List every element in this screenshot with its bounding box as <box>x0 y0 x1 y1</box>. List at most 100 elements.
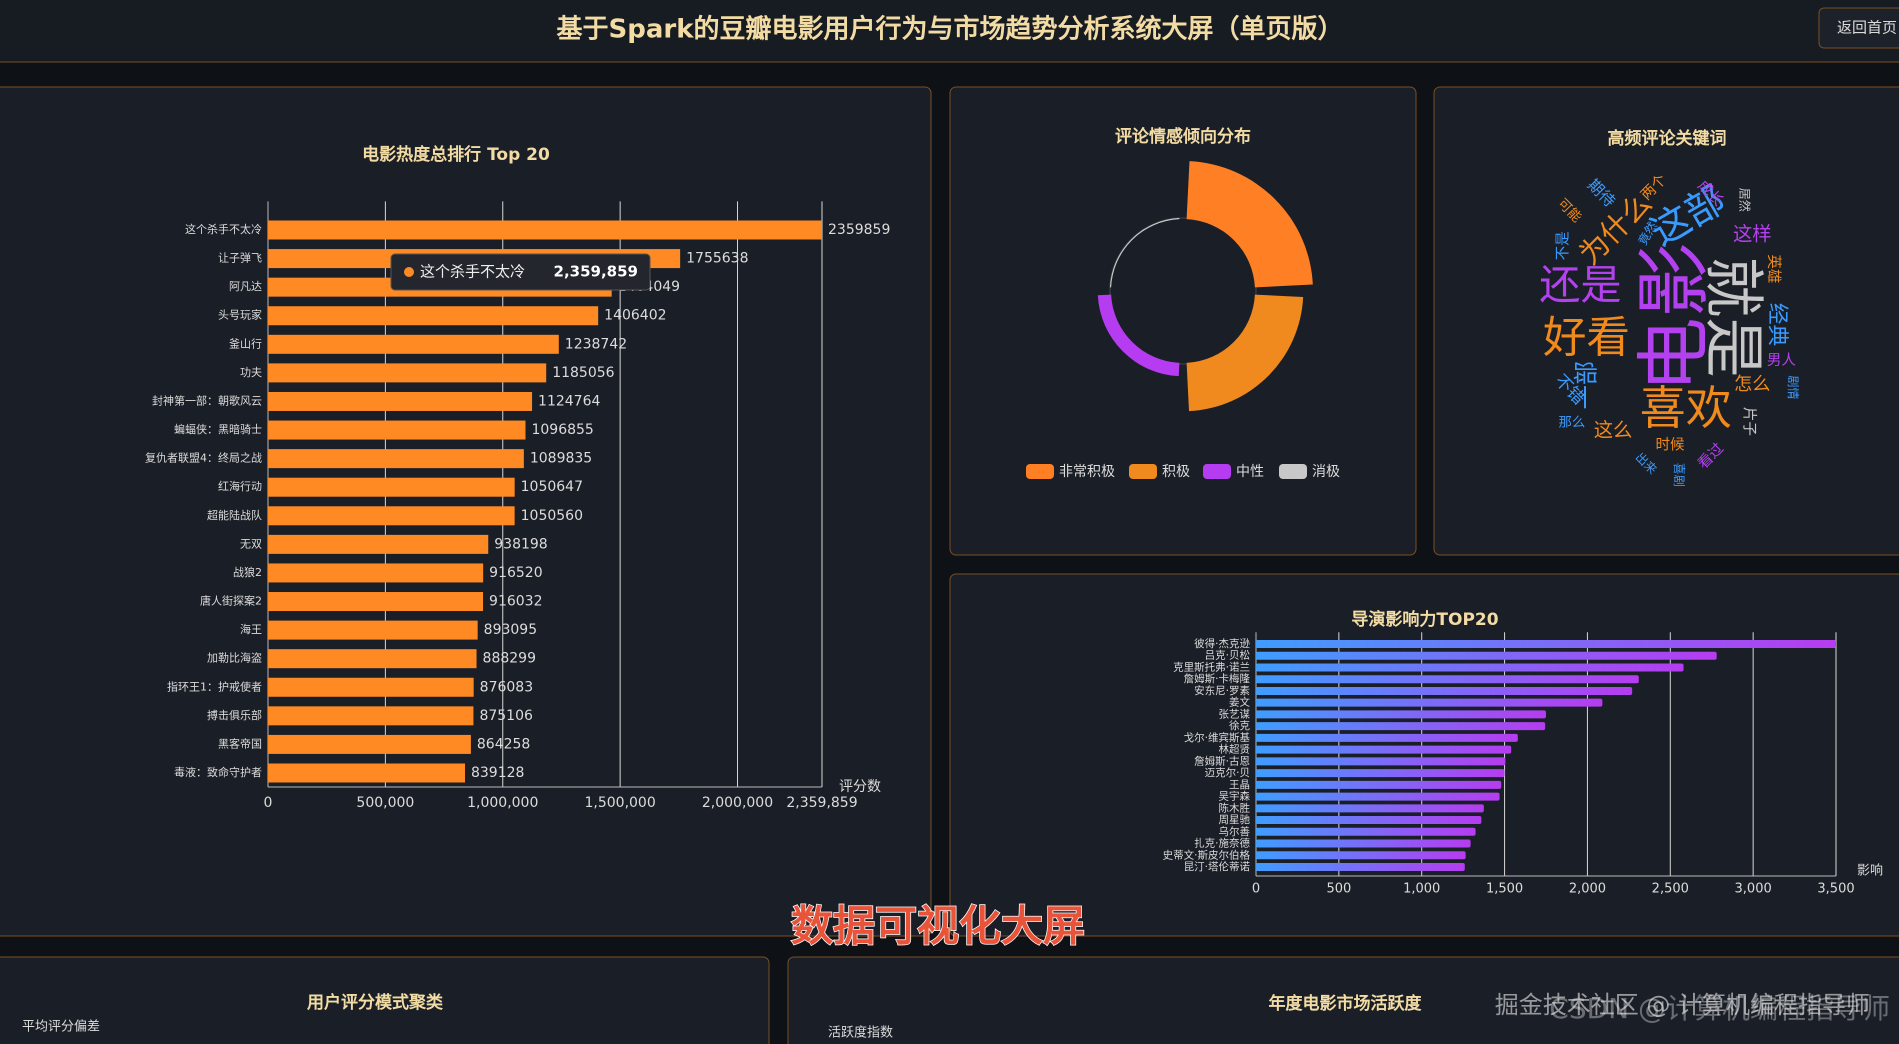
bar <box>268 506 515 526</box>
y-tick-label: 加勒比海盗 <box>207 651 262 665</box>
legend-label: 中性 <box>1236 464 1264 480</box>
word: 英雄 <box>1765 254 1783 283</box>
legend-label: 积极 <box>1162 464 1190 480</box>
bar <box>268 649 477 669</box>
x-tick-label: 3,500 <box>1817 882 1854 897</box>
y-axis-label: 平均评分偏差 <box>22 1020 100 1035</box>
y-tick-label: 蝙蝠侠：黑暗骑士 <box>174 422 262 436</box>
panel <box>949 86 1417 556</box>
y-tick-label: 迈克尔·贝 <box>1205 766 1250 779</box>
bar <box>268 620 478 640</box>
y-tick-label: 搏击俱乐部 <box>207 708 262 722</box>
value-label: 1406402 <box>604 308 666 324</box>
y-tick-label: 吴宇森 <box>1219 790 1251 803</box>
word: 就是 <box>1698 257 1768 378</box>
bar <box>1256 757 1506 766</box>
donut-track <box>1109 217 1257 365</box>
x-tick-label: 1,000 <box>1403 882 1440 897</box>
word: 男人 <box>1767 352 1796 369</box>
value-label: 1089835 <box>530 451 592 467</box>
bar <box>1256 722 1546 731</box>
chart-title: 导演影响力TOP20 <box>1351 609 1498 630</box>
bar <box>1256 698 1603 707</box>
y-tick-label: 指环王1：护戒使者 <box>167 679 262 693</box>
bar <box>268 592 484 612</box>
bar <box>268 449 524 469</box>
y-tick-label: 周星驰 <box>1219 813 1251 826</box>
tooltip <box>390 253 651 291</box>
word: 居然 <box>1737 188 1752 212</box>
y-tick-label: 张艺谋 <box>1219 708 1251 720</box>
bar <box>1256 851 1466 860</box>
word: 电影 <box>1630 242 1718 392</box>
tooltip-marker <box>404 267 414 277</box>
y-tick-label: 克里斯托弗·诺兰 <box>1173 660 1250 673</box>
value-label: 1050647 <box>521 479 583 495</box>
chart-title: 电影热度总排行 Top 20 <box>362 144 550 165</box>
watermark: CSDN @计算机编程指导师 <box>1549 992 1890 1025</box>
legend-swatch <box>1026 464 1054 479</box>
panel <box>1433 86 1899 556</box>
word: 那么 <box>1559 415 1586 431</box>
home-button[interactable] <box>1818 7 1899 49</box>
x-axis-label: 影响 <box>1857 863 1883 879</box>
y-tick-label: 扎克·施奈德 <box>1194 837 1250 850</box>
y-tick-label: 乌尔善 <box>1219 825 1251 838</box>
bar <box>268 677 474 697</box>
word: 时候 <box>1655 437 1685 454</box>
word: 喜剧 <box>1672 463 1686 487</box>
x-tick-label: 2,359,859 <box>786 795 857 811</box>
chart-title: 评论情感倾向分布 <box>1115 126 1251 147</box>
bar <box>1256 710 1546 719</box>
bar <box>1256 816 1482 825</box>
tooltip-name: 这个杀手不太冷 <box>420 263 525 281</box>
value-label: 875106 <box>479 708 533 724</box>
bar <box>1256 839 1471 848</box>
word: 这么 <box>1594 419 1633 442</box>
x-tick-label: 3,000 <box>1735 882 1772 897</box>
y-tick-label: 功夫 <box>240 366 262 379</box>
word: 好看 <box>1543 313 1630 363</box>
word: 还是 <box>1539 261 1621 309</box>
value-label: 1096855 <box>531 422 593 438</box>
value-label: 876083 <box>480 679 533 695</box>
bar <box>1256 686 1633 695</box>
video-caption: 数据可视化大屏 <box>791 902 1085 951</box>
header-bar <box>0 0 1899 62</box>
word: 剧情 <box>1786 375 1800 399</box>
bar <box>1256 769 1505 778</box>
y-tick-label: 红海行动 <box>218 479 262 493</box>
bar <box>1256 804 1484 813</box>
bar <box>268 534 489 554</box>
panel <box>787 956 1899 1044</box>
bar <box>268 563 484 583</box>
value-label: 888299 <box>483 651 536 667</box>
x-tick-label: 2,000,000 <box>702 795 773 811</box>
bar <box>1256 663 1684 672</box>
y-tick-label: 詹姆斯·卡梅隆 <box>1184 672 1251 685</box>
value-label: 938198 <box>494 536 547 552</box>
page-title: 基于Spark的豆瓣电影用户行为与市场趋势分析系统大屏（单页版） <box>557 14 1344 45</box>
y-tick-label: 吕克·贝松 <box>1205 649 1251 662</box>
y-tick-label: 姜文 <box>1229 696 1251 709</box>
y-tick-label: 阿凡达 <box>229 280 262 293</box>
bar <box>268 334 559 354</box>
bar <box>268 763 465 783</box>
y-tick-label: 徐克 <box>1229 719 1251 732</box>
home-button-label[interactable]: 返回首页 <box>1837 19 1897 37</box>
y-tick-label: 戈尔·维宾斯基 <box>1184 731 1251 744</box>
tooltip-value: 2,359,859 <box>554 263 638 281</box>
x-tick-label: 1,500,000 <box>585 795 656 811</box>
y-axis-label: 活跃度指数 <box>828 1025 893 1041</box>
y-tick-label: 封神第一部：朝歌风云 <box>152 393 262 407</box>
value-label: 864258 <box>477 736 530 752</box>
x-tick-label: 0 <box>1252 882 1260 897</box>
word: 经典 <box>1765 303 1790 347</box>
bar <box>268 477 515 497</box>
y-tick-label: 战狼2 <box>233 565 262 579</box>
word: 喜欢 <box>1640 381 1732 435</box>
y-tick-label: 彼得·杰克逊 <box>1194 637 1250 650</box>
y-tick-label: 海王 <box>240 622 262 636</box>
word: 怎么 <box>1734 374 1770 395</box>
